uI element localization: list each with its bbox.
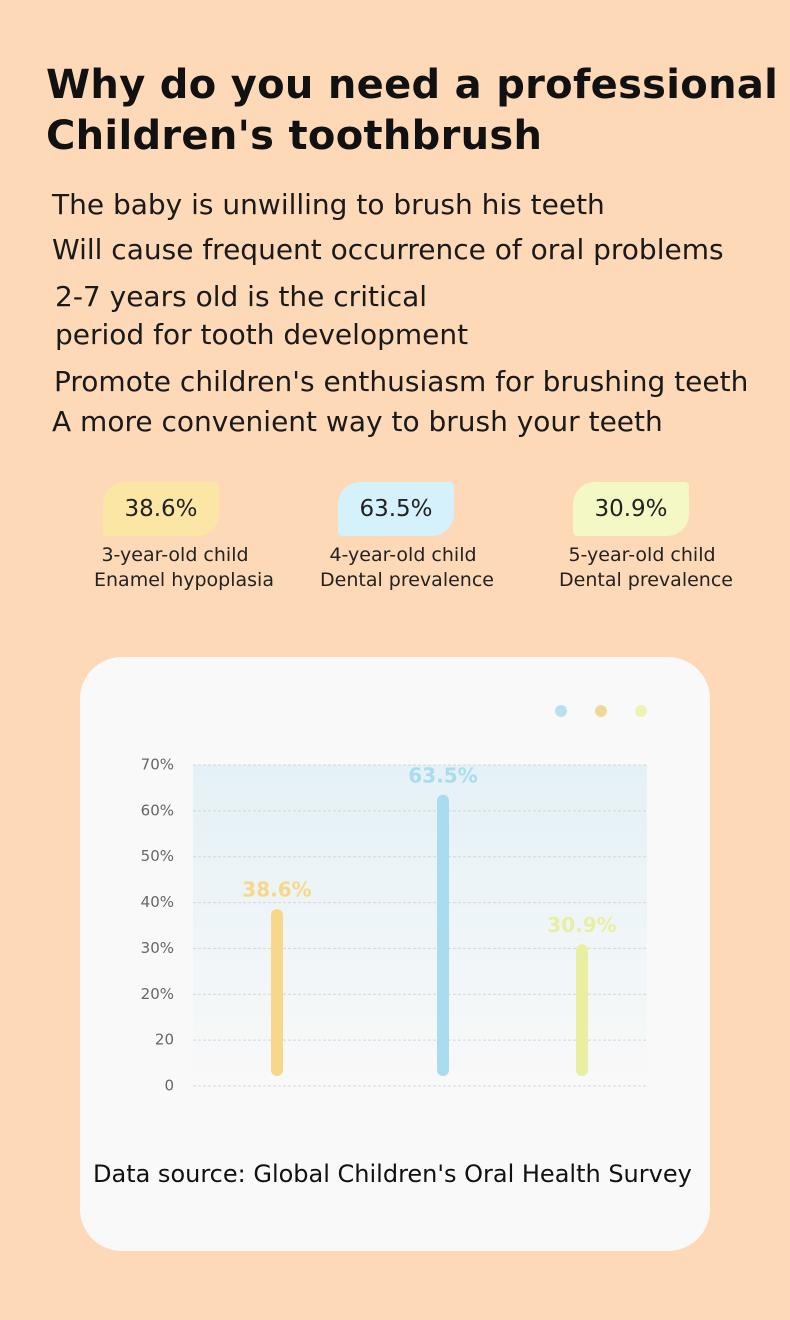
point: period for tooth development (55, 318, 469, 351)
y-tick-label: 0 (164, 1077, 174, 1095)
stat-value: 38.6% (103, 482, 219, 536)
point: Will cause frequent occurrence of oral p… (52, 233, 724, 266)
chart-card: 0 20 20% 30% 40% 50% 60% 70% 38.6% 63.5% 30.9% (80, 657, 710, 1251)
y-tick-label: 70% (141, 756, 174, 774)
y-tick-label: 40% (141, 893, 174, 911)
y-tick-label: 50% (141, 847, 174, 865)
stat-label: 5-year-old child (568, 544, 716, 566)
y-tick-label: 20% (141, 985, 174, 1003)
title-line: Why do you need a professional (46, 62, 779, 108)
value-label: 38.6% (242, 877, 311, 901)
stat-label: 4-year-old child (329, 544, 477, 566)
value-label: 30.9% (547, 913, 616, 937)
y-tick-label: 20 (155, 1031, 174, 1049)
point: Promote children's enthusiasm for brushi… (54, 365, 749, 398)
source-note: Data source: Global Children's Oral Heal… (93, 1160, 692, 1188)
title-line: Children's toothbrush (46, 113, 543, 159)
plot-background (193, 765, 647, 1086)
chart: 0 20 20% 30% 40% 50% 60% 70% 38.6% 63.5% 30.9% (141, 705, 647, 1095)
point: The baby is unwilling to brush his teeth (52, 188, 605, 221)
value-label: 63.5% (408, 763, 477, 787)
legend-dot (635, 705, 647, 717)
bar (271, 908, 283, 1076)
legend-dot (555, 705, 567, 717)
y-tick-label: 30% (141, 939, 174, 957)
bar (437, 794, 449, 1076)
stat-label: Dental prevalence (320, 569, 494, 591)
legend-dot (595, 705, 607, 717)
stat-label: Enamel hypoplasia (94, 569, 274, 591)
stat-value: 30.9% (573, 482, 689, 536)
y-tick-label: 60% (141, 801, 174, 819)
stat-value: 63.5% (338, 482, 454, 536)
point: A more convenient way to brush your teet… (52, 405, 663, 438)
stat-label: Dental prevalence (559, 569, 733, 591)
stat-label: 3-year-old child (101, 544, 249, 566)
point: 2-7 years old is the critical (55, 280, 428, 313)
bar (576, 944, 588, 1076)
